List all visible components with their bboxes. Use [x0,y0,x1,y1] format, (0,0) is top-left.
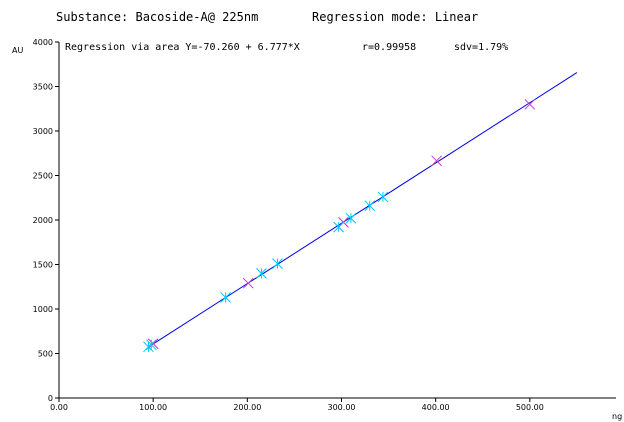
sample-point [145,339,157,350]
y-axis-label: AU [12,46,23,55]
regression-line [151,72,578,345]
sample-point [333,221,345,233]
correlation-coefficient: r=0.99958 [362,42,416,53]
y-tick-label: 3500 [33,83,53,92]
standard-point [431,155,442,167]
sample-point [220,292,232,303]
marker-stroke [524,98,536,110]
sample-point [364,200,376,212]
sample-point [345,212,357,224]
sample-point [377,191,389,203]
x-tick-label: 400.00 [422,403,450,412]
x-axis-label: ng [612,412,622,421]
regression-equation: Regression via area Y=-70.260 + 6.777*X [65,42,300,53]
axes: 0 500 1000 1500 2000 2500 3000 3500 4000 0.00 100.… [33,38,616,412]
sample-point [272,258,283,269]
y-tick-label: 4000 [33,38,53,47]
x-tick-label: 0.00 [50,403,68,412]
y-tick-label: 0 [48,394,53,403]
marker-stroke [242,277,254,289]
standard-point [147,338,159,350]
x-tick-label: 200.00 [233,403,261,412]
marker-stroke [431,155,442,167]
y-tick-label: 2500 [33,172,53,181]
x-tick-label: 300.00 [328,403,356,412]
standard-point [524,98,536,110]
standard-deviation: sdv=1.79% [454,42,508,53]
data-points [143,98,536,353]
y-tick-label: 2000 [33,216,53,225]
sample-point [256,268,267,279]
y-tick-label: 500 [38,350,53,359]
x-tick-label: 100.00 [139,403,167,412]
y-tick-label: 1000 [33,305,53,314]
y-tick-label: 1500 [33,261,53,270]
substance-label: Substance: Bacoside-A@ 225nm [56,10,258,24]
regression-mode-label: Regression mode: Linear [312,10,478,24]
regression-line-group [151,72,578,345]
y-tick-label: 3000 [33,127,53,136]
standard-point [242,277,254,289]
marker-stroke [147,338,159,350]
x-tick-label: 500.00 [516,403,544,412]
